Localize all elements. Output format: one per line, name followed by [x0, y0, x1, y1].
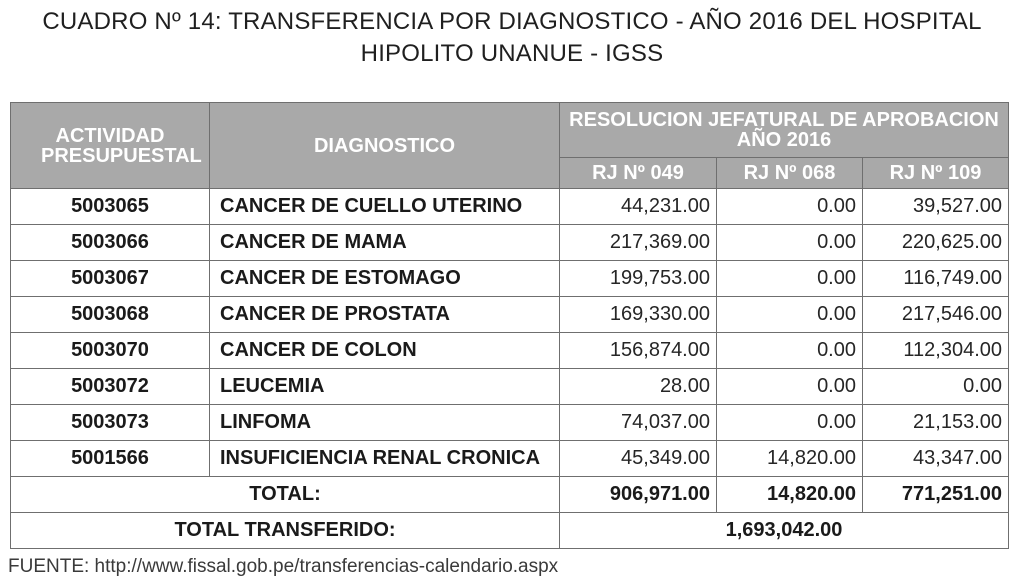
grand-total-value: 1,693,042.00 — [558, 512, 1010, 549]
cell-rj068: 0.00 — [716, 332, 863, 369]
cell-rj109: 220,625.00 — [861, 224, 1010, 261]
cell-rj068: 0.00 — [716, 404, 863, 441]
header-rj-068: RJ Nº 068 — [716, 157, 863, 189]
cell-rj068: 14,820.00 — [716, 440, 863, 477]
document-title: CUADRO Nº 14: TRANSFERENCIA POR DIAGNOST… — [0, 6, 1024, 70]
cell-rj109: 0.00 — [861, 368, 1010, 405]
cell-actividad: 5003073 — [10, 404, 210, 441]
table-row: 5003070 CANCER DE COLON 156,874.00 0.00 … — [10, 332, 1010, 369]
cell-diagnostico: CANCER DE CUELLO UTERINO — [209, 188, 560, 225]
cell-actividad: 5001566 — [10, 440, 210, 477]
table-row: 5003072 LEUCEMIA 28.00 0.00 0.00 — [10, 368, 1010, 405]
grand-total-label: TOTAL TRANSFERIDO: — [10, 512, 560, 549]
transfer-table: ACTIVIDAD PRESUPUESTAL DIAGNOSTICO RESOL… — [10, 102, 1010, 549]
cell-rj109: 112,304.00 — [861, 332, 1010, 369]
cell-rj109: 39,527.00 — [861, 188, 1010, 225]
header-diagnostico: DIAGNOSTICO — [209, 102, 560, 189]
cell-rj109: 43,347.00 — [861, 440, 1010, 477]
title-line-2: HIPOLITO UNANUE - IGSS — [360, 40, 664, 67]
header-resolucion-line1: RESOLUCION JEFATURAL DE APROBACION — [569, 109, 999, 131]
table-row: 5003065 CANCER DE CUELLO UTERINO 44,231.… — [10, 188, 1010, 225]
cell-rj068: 0.00 — [716, 296, 863, 333]
cell-rj109: 116,749.00 — [861, 260, 1010, 297]
total-rj068: 14,820.00 — [716, 476, 863, 513]
total-row: TOTAL: 906,971.00 14,820.00 771,251.00 — [10, 476, 1010, 513]
cell-diagnostico: CANCER DE COLON — [209, 332, 560, 369]
header-rj-109: RJ Nº 109 — [861, 157, 1010, 189]
cell-actividad: 5003065 — [10, 188, 210, 225]
cell-rj049: 217,369.00 — [559, 224, 717, 261]
table-row: 5003067 CANCER DE ESTOMAGO 199,753.00 0.… — [10, 260, 1010, 297]
cell-actividad: 5003067 — [10, 260, 210, 297]
cell-rj049: 199,753.00 — [559, 260, 717, 297]
title-line-1: CUADRO Nº 14: TRANSFERENCIA POR DIAGNOST… — [42, 8, 982, 35]
cell-diagnostico: INSUFICIENCIA RENAL CRONICA — [209, 440, 560, 477]
header-resolucion-line2: AÑO 2016 — [736, 129, 832, 151]
table-row: 5001566 INSUFICIENCIA RENAL CRONICA 45,3… — [10, 440, 1010, 477]
cell-actividad: 5003068 — [10, 296, 210, 333]
cell-diagnostico: CANCER DE ESTOMAGO — [209, 260, 560, 297]
cell-rj068: 0.00 — [716, 224, 863, 261]
cell-rj049: 74,037.00 — [559, 404, 717, 441]
header-actividad: ACTIVIDAD PRESUPUESTAL — [10, 102, 210, 189]
cell-rj068: 0.00 — [716, 188, 863, 225]
cell-diagnostico: CANCER DE PROSTATA — [209, 296, 560, 333]
grand-total-row: TOTAL TRANSFERIDO: 1,693,042.00 — [10, 512, 1010, 549]
cell-actividad: 5003066 — [10, 224, 210, 261]
header-resolucion: RESOLUCION JEFATURAL DE APROBACION AÑO 2… — [558, 102, 1010, 158]
cell-rj049: 44,231.00 — [559, 188, 717, 225]
cell-rj049: 28.00 — [559, 368, 717, 405]
table-row: 5003068 CANCER DE PROSTATA 169,330.00 0.… — [10, 296, 1010, 333]
cell-rj049: 169,330.00 — [559, 296, 717, 333]
total-label: TOTAL: — [10, 476, 560, 513]
source-note: FUENTE: http://www.fissal.gob.pe/transfe… — [8, 556, 559, 577]
cell-diagnostico: LEUCEMIA — [209, 368, 560, 405]
cell-rj068: 0.00 — [716, 368, 863, 405]
cell-rj068: 0.00 — [716, 260, 863, 297]
table-row: 5003066 CANCER DE MAMA 217,369.00 0.00 2… — [10, 224, 1010, 261]
cell-rj049: 156,874.00 — [559, 332, 717, 369]
cell-diagnostico: CANCER DE MAMA — [209, 224, 560, 261]
total-rj049: 906,971.00 — [559, 476, 717, 513]
cell-rj109: 217,546.00 — [861, 296, 1010, 333]
cell-actividad: 5003070 — [10, 332, 210, 369]
table-row: 5003073 LINFOMA 74,037.00 0.00 21,153.00 — [10, 404, 1010, 441]
cell-actividad: 5003072 — [10, 368, 210, 405]
cell-rj049: 45,349.00 — [559, 440, 717, 477]
header-rj-049: RJ Nº 049 — [559, 157, 717, 189]
cell-diagnostico: LINFOMA — [209, 404, 560, 441]
total-rj109: 771,251.00 — [861, 476, 1010, 513]
cell-rj109: 21,153.00 — [861, 404, 1010, 441]
